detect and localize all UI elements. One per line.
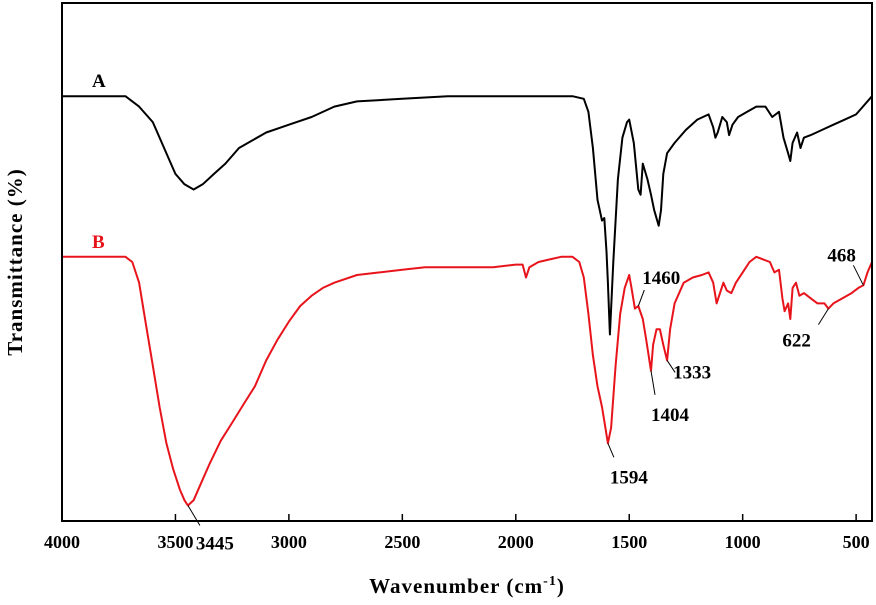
annotation-leader-1333 — [666, 360, 676, 373]
x-tick-label-1000: 1000 — [725, 532, 761, 552]
series-line-A — [62, 95, 873, 336]
x-axis-title-main: Wavenumber (cm — [369, 574, 543, 598]
x-tick-label-3000: 3000 — [271, 532, 307, 552]
annotation-leader-622 — [818, 308, 829, 325]
annotation-leader-1460 — [637, 289, 645, 307]
annotation-468: 468 — [827, 245, 856, 266]
annotation-layer: 3445 1594 1460 1404 1333 622 468 — [187, 245, 864, 554]
annotation-1404: 1404 — [651, 405, 690, 426]
x-tick-label-500: 500 — [843, 532, 870, 552]
x-tick-label-1500: 1500 — [611, 532, 647, 552]
annotation-1333: 1333 — [673, 362, 711, 383]
annotation-1460: 1460 — [642, 268, 680, 289]
annotation-leader-1594 — [607, 443, 615, 458]
x-axis-title-close: ) — [557, 574, 565, 598]
annotation-leader-468 — [852, 265, 864, 286]
series-label-B: B — [92, 232, 105, 253]
x-axis-title: Wavenumber (cm-1) — [369, 574, 565, 598]
annotation-622: 622 — [782, 331, 811, 352]
plot-frame — [61, 2, 873, 522]
annotation-leader-3445 — [187, 505, 201, 526]
x-tick-label-2000: 2000 — [498, 532, 534, 552]
x-tick-label-4000: 4000 — [44, 532, 80, 552]
series-layer: AB — [62, 71, 873, 507]
x-axis-title-superscript: -1 — [543, 574, 557, 589]
x-tick-label-2500: 2500 — [384, 532, 420, 552]
x-tick-layer: 4000 3500 3000 2500 2000 1500 1000 500 — [44, 514, 870, 552]
series-label-A: A — [92, 71, 106, 92]
annotation-1594: 1594 — [610, 467, 649, 488]
annotation-leader-1404 — [650, 370, 656, 395]
series-line-B — [62, 255, 873, 507]
y-axis-title: Transmittance (%) — [3, 168, 27, 356]
x-tick-label-3500: 3500 — [157, 532, 193, 552]
annotation-3445: 3445 — [196, 533, 234, 554]
